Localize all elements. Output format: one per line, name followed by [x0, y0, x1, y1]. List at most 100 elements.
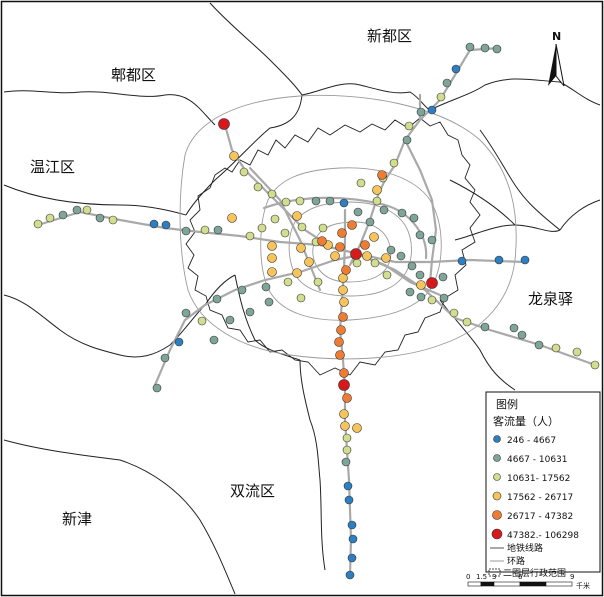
station: [462, 317, 472, 327]
station: [267, 267, 277, 277]
district-label-xinjin: 新津: [62, 510, 92, 528]
station: [325, 196, 335, 206]
station: [330, 251, 340, 261]
station: [427, 295, 437, 305]
station: [520, 255, 530, 265]
station: [339, 297, 349, 307]
station: [350, 248, 362, 260]
district-boundaries: [3, 2, 601, 595]
station: [407, 261, 417, 271]
station: [382, 270, 392, 280]
station: [416, 107, 426, 117]
station: [372, 185, 382, 195]
station: [200, 225, 210, 235]
station: [281, 197, 291, 207]
station: [237, 285, 247, 295]
station: [152, 383, 162, 393]
station: [449, 308, 459, 318]
station: [311, 196, 321, 206]
legend-class-label: 17562 - 26717: [507, 493, 573, 503]
station: [338, 273, 348, 283]
station: [480, 43, 490, 53]
station: [45, 213, 55, 223]
station: [353, 207, 363, 217]
station: [334, 337, 344, 347]
station: [416, 292, 426, 302]
legend-subtitle: 客流量（人）: [493, 414, 559, 428]
station: [270, 214, 280, 224]
station: [72, 205, 82, 215]
scale-unit: 千米: [576, 581, 590, 590]
legend-line-label: 环路: [507, 555, 525, 567]
station: [296, 293, 306, 303]
scale-tick: 0: [466, 573, 470, 581]
station: [181, 308, 191, 318]
district-label-pidu: 郫都区: [111, 66, 156, 84]
station: [338, 285, 348, 295]
station: [108, 215, 118, 225]
legend-symbol: [492, 510, 502, 520]
scale-tick: 3: [492, 573, 496, 581]
station: [480, 322, 490, 332]
north-arrow-label: N: [552, 30, 561, 43]
station: [442, 78, 452, 88]
station: [551, 343, 561, 353]
station: [253, 182, 263, 192]
station: [356, 178, 366, 188]
station: [348, 534, 358, 544]
station: [409, 213, 419, 223]
station: [343, 481, 353, 491]
station: [416, 280, 426, 290]
station: [197, 316, 207, 326]
station: [451, 64, 461, 74]
station: [338, 312, 348, 322]
station: [396, 251, 406, 261]
scale-bar: 0 1.5 3 6 9 千米: [466, 573, 590, 590]
station: [280, 228, 290, 238]
station: [389, 158, 399, 168]
station: [572, 347, 582, 357]
legend-class-label: 246 - 4667: [507, 436, 556, 446]
stations: [33, 42, 600, 580]
station: [292, 268, 302, 278]
station: [341, 265, 351, 275]
station: [404, 121, 414, 131]
station: [149, 219, 159, 229]
station: [227, 213, 237, 223]
legend-class-label: 4667 - 10631: [507, 455, 568, 465]
district-label-shuangliu: 双流区: [230, 482, 275, 500]
scale-tick: 1.5: [476, 573, 487, 581]
station: [415, 230, 425, 240]
station: [339, 198, 349, 208]
legend-symbol: [493, 473, 501, 481]
station: [426, 277, 438, 289]
legend-box: [485, 391, 601, 573]
station: [339, 409, 349, 419]
station: [347, 553, 357, 563]
station: [590, 360, 600, 370]
legend-class-label: 10631- 17562: [507, 474, 570, 484]
station: [352, 423, 362, 433]
station: [534, 340, 544, 350]
station: [160, 353, 170, 363]
legend-symbol: [492, 491, 502, 501]
station: [340, 421, 350, 431]
legend-class-label: 26717 - 47382: [507, 512, 573, 522]
station: [360, 240, 370, 250]
station: [174, 337, 184, 347]
station: [365, 217, 375, 227]
legend-title: 图例: [496, 397, 518, 411]
station: [427, 235, 437, 245]
legend-symbol: [491, 528, 503, 540]
station: [386, 245, 396, 255]
station: [33, 219, 43, 229]
station: [212, 294, 222, 304]
station: [338, 379, 350, 391]
station: [339, 368, 349, 378]
station: [341, 457, 351, 467]
station: [296, 243, 306, 253]
station: [439, 293, 449, 303]
station: [342, 433, 352, 443]
station: [297, 222, 307, 232]
